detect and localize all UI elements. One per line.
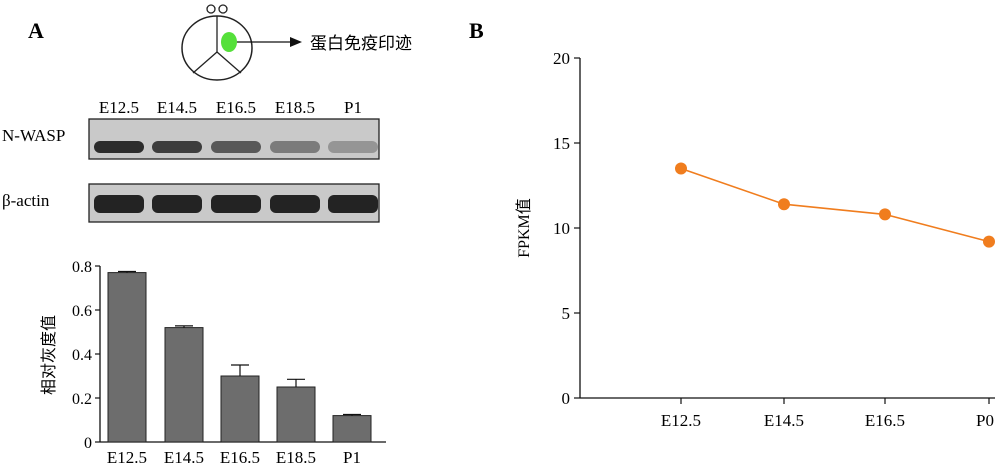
sampled-region [221, 32, 237, 52]
brain-schematic [181, 4, 302, 81]
data-point [879, 208, 891, 221]
bar-chart: 相对灰度值 0 0.2 0.4 0.6 0.8 E12.5 E14.5 E16.5 E18.5 P… [39, 259, 386, 466]
line-y-tick-label: 5 [562, 304, 571, 323]
blot-row: N-WASP [2, 118, 380, 160]
bar-x-tick-label: E18.5 [276, 448, 316, 466]
blot-row-label: N-WASP [2, 126, 65, 145]
left-eye [206, 4, 216, 14]
right-eye [218, 4, 228, 14]
data-point [675, 162, 687, 175]
blot-band [94, 141, 144, 153]
line-x-tick-label: P0 [976, 411, 994, 430]
blot-band [94, 195, 144, 213]
blot-lane-label: P1 [344, 98, 362, 117]
bar-y-tick-label: 0.4 [72, 347, 92, 364]
panel-a-label: A [28, 18, 44, 43]
bar [220, 375, 260, 443]
blot-band [328, 141, 378, 153]
bar-y-tick-label: 0.6 [72, 303, 92, 320]
blot-band [152, 141, 202, 153]
bar-y-tick-label: 0 [84, 435, 92, 452]
blot-lane-label: E16.5 [216, 98, 256, 117]
blot-band [270, 195, 320, 213]
line-chart-y-axis-label: FPKM值 [515, 198, 533, 258]
left-divider [192, 51, 218, 74]
bar-x-tick-label: P1 [343, 448, 361, 466]
blot-row-label: β-actin [2, 191, 50, 210]
line-x-tick-label: E16.5 [865, 411, 905, 430]
schematic-label: 蛋白免疫印迹 [310, 34, 412, 54]
bar-x-tick-label: E16.5 [220, 448, 260, 466]
line-x-tick-label: E14.5 [764, 411, 804, 430]
blot-band [211, 141, 261, 153]
bar-y-tick-label: 0.2 [72, 391, 92, 408]
line-y-tick-label: 20 [553, 49, 570, 68]
schematic-arrow-head [290, 37, 302, 47]
blot-row: β-actin [2, 183, 380, 223]
blot-lane-labels: E12.5 E14.5 E16.5 E18.5 P1 [99, 98, 362, 117]
blot-lane-label: E14.5 [157, 98, 197, 117]
bar-x-tick-label: E14.5 [164, 448, 204, 466]
blot-band [211, 195, 261, 213]
bar-y-tick-label: 0.8 [72, 259, 92, 276]
bar-x-tick-label: E12.5 [107, 448, 147, 466]
line-x-tick-label: E12.5 [661, 411, 701, 430]
right-divider [216, 51, 242, 74]
line-y-tick-label: 10 [553, 219, 570, 238]
series-line [680, 167, 990, 243]
blot-band [270, 141, 320, 153]
bar [107, 272, 147, 443]
line-y-tick-label: 0 [562, 389, 571, 408]
bar-chart-y-axis-label: 相对灰度值 [39, 315, 58, 395]
data-point [983, 235, 995, 248]
panel-b-label: B [469, 18, 484, 43]
line-chart: FPKM值 0 5 10 15 20 E12.5 E14.5 E16.5 P0 [515, 49, 995, 430]
blot-lane-label: E18.5 [275, 98, 315, 117]
bar [276, 386, 316, 443]
blot-band [152, 195, 202, 213]
bar [164, 327, 204, 443]
blot-band [328, 195, 378, 213]
bar [332, 415, 372, 443]
line-y-tick-label: 15 [553, 134, 570, 153]
western-blot: N-WASP β-actin [2, 118, 380, 223]
data-point [778, 198, 790, 211]
blot-lane-label: E12.5 [99, 98, 139, 117]
